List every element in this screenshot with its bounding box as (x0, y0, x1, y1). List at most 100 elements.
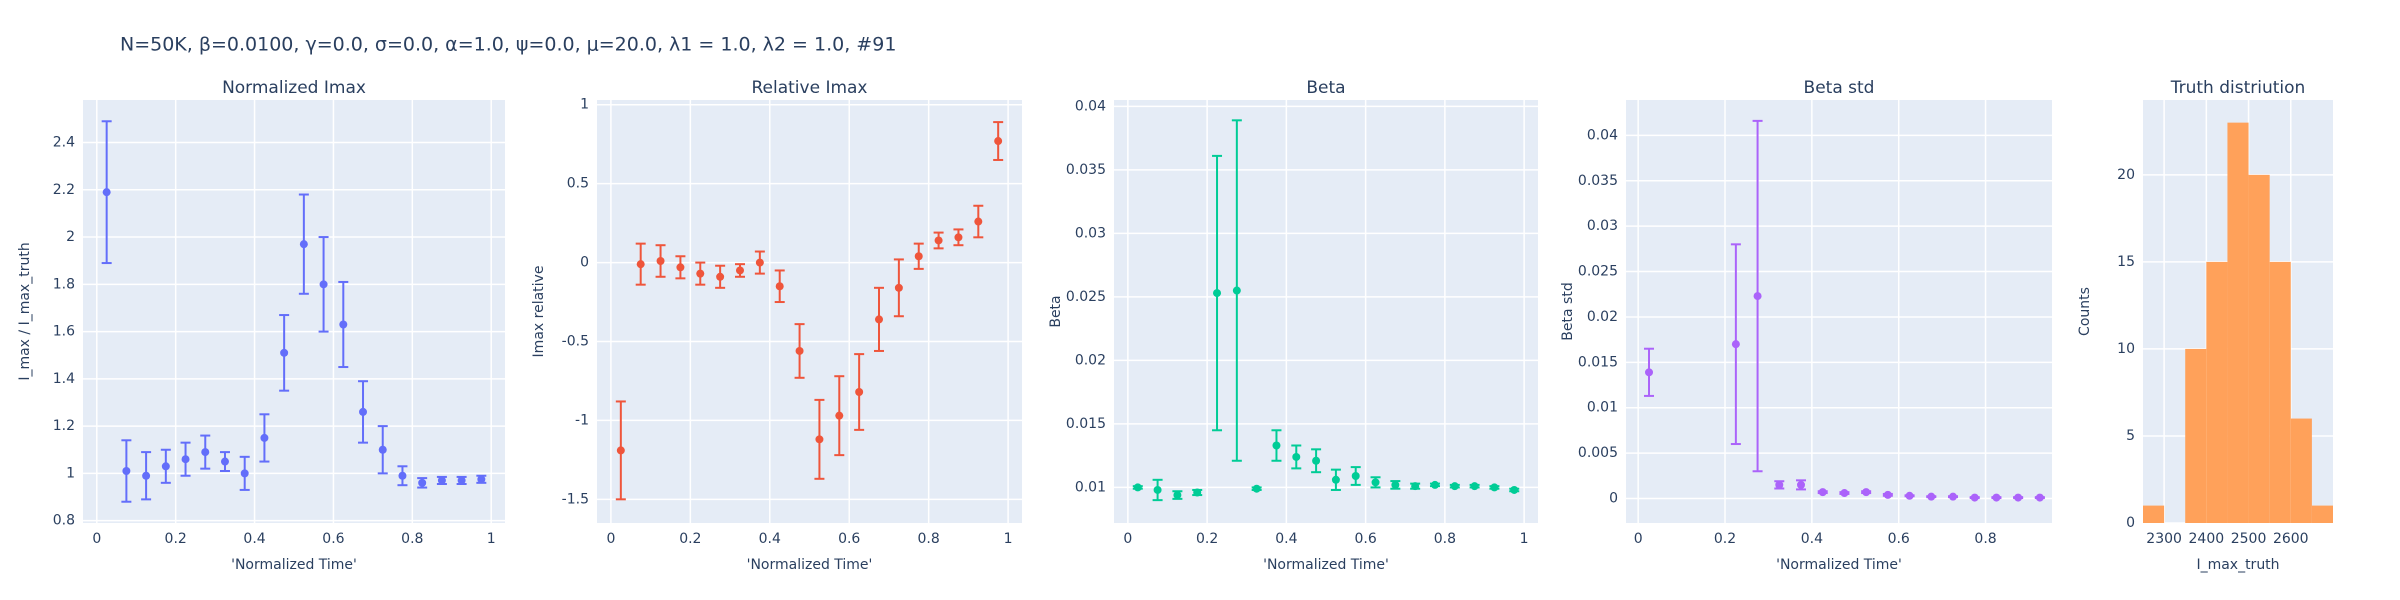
x-tick-label: 0.6 (1888, 531, 1910, 547)
y-tick-label: 0.01 (1075, 479, 1106, 495)
y-tick-label: 2.4 (53, 135, 75, 151)
point (855, 387, 864, 396)
point (755, 258, 764, 267)
bar (2206, 261, 2228, 523)
figure-title: N=50K, β=0.0100, γ=0.0, σ=0.0, α=1.0, ψ=… (120, 34, 896, 56)
x-tick-label: 0.8 (1974, 531, 1996, 547)
point (1213, 289, 1222, 298)
y-tick-label: 1 (66, 465, 75, 481)
subplot-title: Beta (1306, 78, 1345, 98)
y-tick-label: -1 (575, 412, 589, 428)
point (1905, 491, 1914, 500)
point (319, 280, 328, 289)
x-axis-label: 'Normalized Time' (1263, 557, 1389, 573)
bar (2311, 505, 2333, 523)
x-tick-label: 0.8 (918, 531, 940, 547)
x-tick-label: 0.6 (838, 531, 860, 547)
x-tick-label: 0.4 (243, 531, 265, 547)
point (1992, 493, 2001, 502)
x-tick-label: 2600 (2273, 531, 2309, 547)
point (1840, 489, 1849, 498)
point (1312, 456, 1321, 465)
point (1862, 488, 1871, 497)
x-tick-label: 2500 (2231, 531, 2267, 547)
point (1450, 482, 1459, 491)
point (339, 320, 348, 329)
x-axis-label: 'Normalized Time' (747, 557, 873, 573)
y-tick-label: 0 (1609, 490, 1618, 506)
plot-area (1626, 100, 2052, 523)
point (974, 217, 983, 226)
y-tick-label: 20 (2117, 167, 2135, 183)
x-tick-label: 0.4 (1801, 531, 1823, 547)
point (181, 455, 190, 464)
y-axis-label: I_max / I_max_truth (17, 242, 33, 380)
subplot-title: Relative Imax (751, 78, 867, 98)
point (1797, 480, 1806, 489)
bar (2269, 261, 2291, 523)
point (1411, 482, 1420, 491)
point (240, 469, 249, 478)
y-tick-label: -1.5 (562, 491, 589, 507)
point (676, 263, 685, 272)
x-tick-label: 0.6 (1354, 531, 1376, 547)
point (457, 476, 466, 485)
point (260, 433, 269, 442)
x-tick-label: 0.8 (401, 531, 423, 547)
point (378, 445, 387, 454)
point (1883, 490, 1892, 499)
x-axis-label: 'Normalized Time' (1776, 557, 1902, 573)
point (1133, 483, 1142, 492)
x-tick-label: 0.2 (1196, 531, 1218, 547)
point (359, 407, 368, 416)
y-tick-label: 0.02 (1075, 352, 1106, 368)
point (994, 137, 1003, 146)
y-tick-label: 5 (2126, 428, 2135, 444)
point (1272, 441, 1281, 450)
y-tick-label: 0.03 (1587, 218, 1618, 234)
point (1490, 483, 1499, 492)
x-tick-label: 0.4 (1275, 531, 1297, 547)
y-axis-label: Imax relative (531, 266, 547, 358)
y-tick-label: 0.035 (1578, 173, 1618, 189)
x-tick-label: 0.2 (679, 531, 701, 547)
x-tick-label: 0.8 (1434, 531, 1456, 547)
point (1775, 480, 1784, 489)
plot-area (83, 100, 505, 523)
point (122, 467, 131, 476)
point (815, 435, 824, 444)
subplot-title: Beta std (1804, 78, 1875, 98)
x-tick-label: 0 (606, 531, 615, 547)
point (1232, 286, 1241, 295)
point (1927, 492, 1936, 501)
point (1331, 475, 1340, 484)
subplot-title: Normalized Imax (222, 78, 366, 98)
y-tick-label: 2 (66, 229, 75, 245)
point (280, 348, 289, 357)
point (1371, 478, 1380, 487)
point (102, 188, 111, 197)
y-tick-label: 10 (2117, 341, 2135, 357)
point (934, 236, 943, 245)
point (616, 446, 625, 455)
y-tick-label: 0 (2126, 515, 2135, 531)
x-tick-label: 2400 (2189, 531, 2225, 547)
point (1645, 368, 1654, 377)
point (1753, 292, 1762, 301)
point (775, 282, 784, 291)
y-axis-label: Counts (2077, 287, 2093, 336)
x-tick-label: 0.2 (165, 531, 187, 547)
y-tick-label: 0.04 (1075, 98, 1106, 114)
bar (2248, 174, 2270, 523)
point (1470, 482, 1479, 491)
point (1292, 452, 1301, 461)
point (795, 346, 804, 355)
point (1153, 485, 1162, 494)
point (1818, 488, 1827, 497)
bar (2143, 505, 2165, 523)
bar (2227, 122, 2249, 523)
point (1948, 492, 1957, 501)
point (1510, 485, 1519, 494)
y-axis-label: Beta std (1560, 282, 1576, 340)
x-tick-label: 1 (1004, 531, 1013, 547)
